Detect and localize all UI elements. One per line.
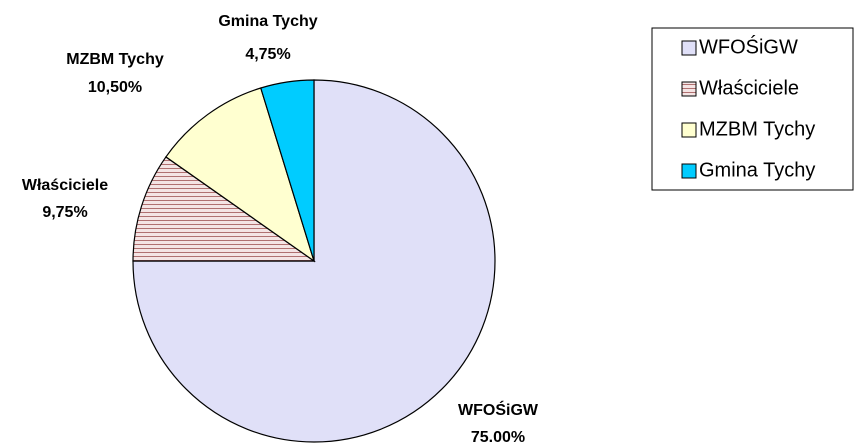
slice-label: WFOŚiGW [458, 400, 539, 419]
slice-value-label: 10,50% [88, 79, 142, 96]
legend-swatch [681, 81, 697, 97]
slice-label: Właściciele [22, 177, 108, 194]
legend-label: WFOŚiGW [699, 34, 798, 58]
legend-label: Gmina Tychy [699, 159, 815, 181]
slice-value-label: 75.00% [471, 429, 525, 446]
pie-slice [132, 79, 496, 443]
legend-swatch [681, 40, 697, 56]
legend-swatch [681, 122, 697, 138]
slice-label: MZBM Tychy [66, 51, 164, 68]
slice-value-label: 9,75% [42, 204, 87, 221]
slice-value-label: 4,75% [245, 46, 290, 63]
pie-slice [132, 156, 316, 262]
pie-slice [260, 79, 315, 262]
pie-slice [165, 87, 316, 263]
legend-label: Właściciele [699, 77, 799, 99]
legend-swatch [681, 163, 697, 179]
slice-label: Gmina Tychy [218, 13, 317, 30]
legend-label: MZBM Tychy [699, 118, 815, 140]
